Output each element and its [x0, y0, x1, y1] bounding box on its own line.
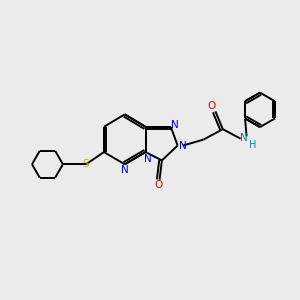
Text: N: N: [171, 120, 179, 130]
Text: O: O: [154, 180, 162, 190]
Text: N: N: [121, 165, 129, 175]
Text: N: N: [179, 140, 187, 151]
Text: N: N: [240, 133, 248, 143]
Text: O: O: [208, 101, 216, 111]
Text: N: N: [144, 154, 152, 164]
Text: S: S: [83, 159, 89, 169]
Text: H: H: [249, 140, 256, 150]
